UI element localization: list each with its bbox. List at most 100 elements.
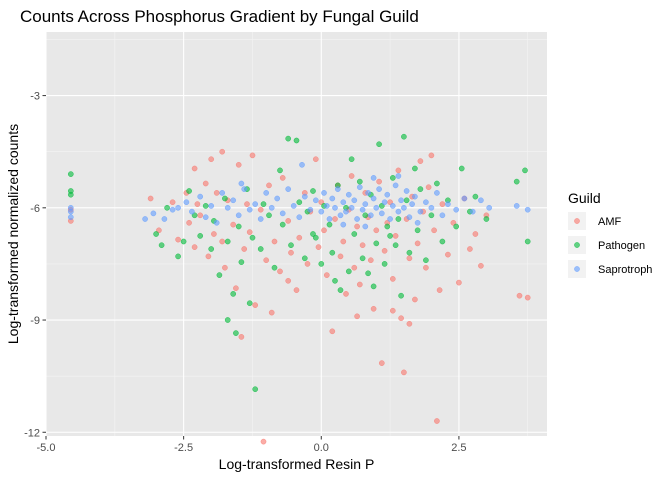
data-point-pathogen [373, 240, 380, 247]
data-point-amf [249, 152, 256, 159]
data-point-saprotroph [252, 201, 259, 207]
data-point-saprotroph [224, 204, 231, 211]
data-point-amf [359, 242, 366, 249]
data-point-amf [230, 221, 237, 228]
data-point-amf [304, 261, 311, 267]
data-point-saprotroph [326, 216, 333, 222]
data-point-saprotroph [296, 214, 303, 221]
data-point-pathogen [434, 180, 440, 187]
data-point-saprotroph [301, 193, 308, 200]
data-point-amf [456, 279, 462, 286]
data-point-amf [389, 276, 396, 282]
data-point-pathogen [483, 216, 490, 222]
data-point-amf [381, 247, 388, 254]
data-point-saprotroph [370, 195, 377, 202]
data-point-amf [186, 219, 192, 226]
data-point-pathogen [277, 167, 283, 174]
data-point-saprotroph [343, 208, 349, 215]
data-point-pathogen [381, 261, 388, 267]
data-point-saprotroph [67, 208, 74, 215]
data-point-saprotroph [348, 204, 355, 211]
data-point-amf [271, 238, 278, 245]
data-point-saprotroph [362, 223, 369, 230]
data-point-amf [524, 294, 531, 301]
data-point-pathogen [67, 171, 74, 177]
data-point-pathogen [260, 201, 267, 207]
data-point-amf [351, 264, 358, 271]
data-point-saprotroph [230, 197, 237, 204]
data-point-saprotroph [461, 195, 468, 202]
data-point-saprotroph [246, 206, 253, 213]
data-point-saprotroph [299, 161, 305, 168]
data-point-saprotroph [417, 208, 424, 215]
data-point-saprotroph [307, 206, 314, 213]
data-point-saprotroph [469, 208, 476, 215]
data-point-saprotroph [142, 216, 148, 222]
data-point-saprotroph [150, 210, 157, 217]
data-point-pathogen [224, 238, 231, 245]
data-point-amf [343, 291, 349, 297]
data-point-saprotroph [213, 219, 220, 226]
legend-label-pathogen: Pathogen [598, 240, 645, 252]
data-point-saprotroph [337, 212, 344, 219]
data-point-amf [260, 438, 267, 445]
chart-title: Counts Across Phosphorus Gradient by Fun… [20, 7, 419, 26]
data-point-pathogen [222, 195, 228, 202]
data-point-saprotroph [412, 193, 418, 200]
data-point-amf [169, 199, 176, 206]
data-point-pathogen [472, 193, 479, 200]
data-point-saprotroph [183, 199, 190, 206]
data-point-amf [293, 287, 300, 293]
data-point-pathogen [252, 386, 259, 393]
data-point-saprotroph [197, 193, 204, 200]
data-point-saprotroph [175, 204, 181, 211]
data-point-pathogen [406, 249, 413, 256]
data-point-saprotroph [398, 197, 404, 204]
data-point-amf [235, 161, 242, 168]
data-point-amf [191, 244, 198, 250]
data-point-pathogen [351, 231, 358, 237]
y-tick-label: -9 [30, 315, 40, 327]
data-point-amf [516, 292, 523, 299]
data-point-amf [241, 246, 248, 252]
data-point-amf [191, 165, 198, 172]
data-point-saprotroph [329, 195, 336, 202]
data-point-pathogen [318, 261, 325, 267]
data-point-saprotroph [274, 195, 281, 202]
data-point-pathogen [271, 264, 278, 271]
data-point-pathogen [329, 249, 336, 256]
data-point-saprotroph [340, 221, 347, 228]
data-point-pathogen [359, 255, 366, 262]
data-point-saprotroph [384, 191, 391, 198]
data-point-saprotroph [318, 208, 325, 215]
data-point-pathogen [439, 238, 446, 245]
data-point-saprotroph [241, 186, 248, 192]
data-point-pathogen [67, 191, 74, 198]
data-point-amf [211, 231, 217, 237]
data-point-saprotroph [392, 182, 399, 189]
data-point-amf [285, 277, 292, 284]
data-point-pathogen [414, 227, 421, 234]
data-point-amf [219, 148, 226, 155]
data-point-pathogen [233, 330, 239, 336]
data-point-pathogen [238, 259, 245, 265]
data-point-amf [337, 253, 344, 260]
data-point-pathogen [417, 186, 424, 192]
data-point-pathogen [332, 277, 338, 284]
data-point-pathogen [389, 175, 396, 181]
data-point-amf [439, 201, 446, 207]
data-point-amf [354, 313, 360, 320]
data-point-saprotroph [423, 199, 429, 206]
data-point-saprotroph [161, 216, 168, 222]
data-point-amf [472, 231, 479, 237]
data-point-saprotroph [345, 191, 352, 198]
y-tick-label: -12 [24, 427, 40, 439]
legend-marker-saprotroph [574, 266, 580, 272]
data-point-saprotroph [453, 206, 460, 213]
data-point-amf [238, 334, 245, 340]
data-point-saprotroph [202, 214, 209, 221]
data-point-amf [252, 302, 259, 308]
data-point-amf [194, 201, 201, 207]
data-point-amf [321, 227, 327, 234]
data-point-pathogen [362, 212, 369, 219]
